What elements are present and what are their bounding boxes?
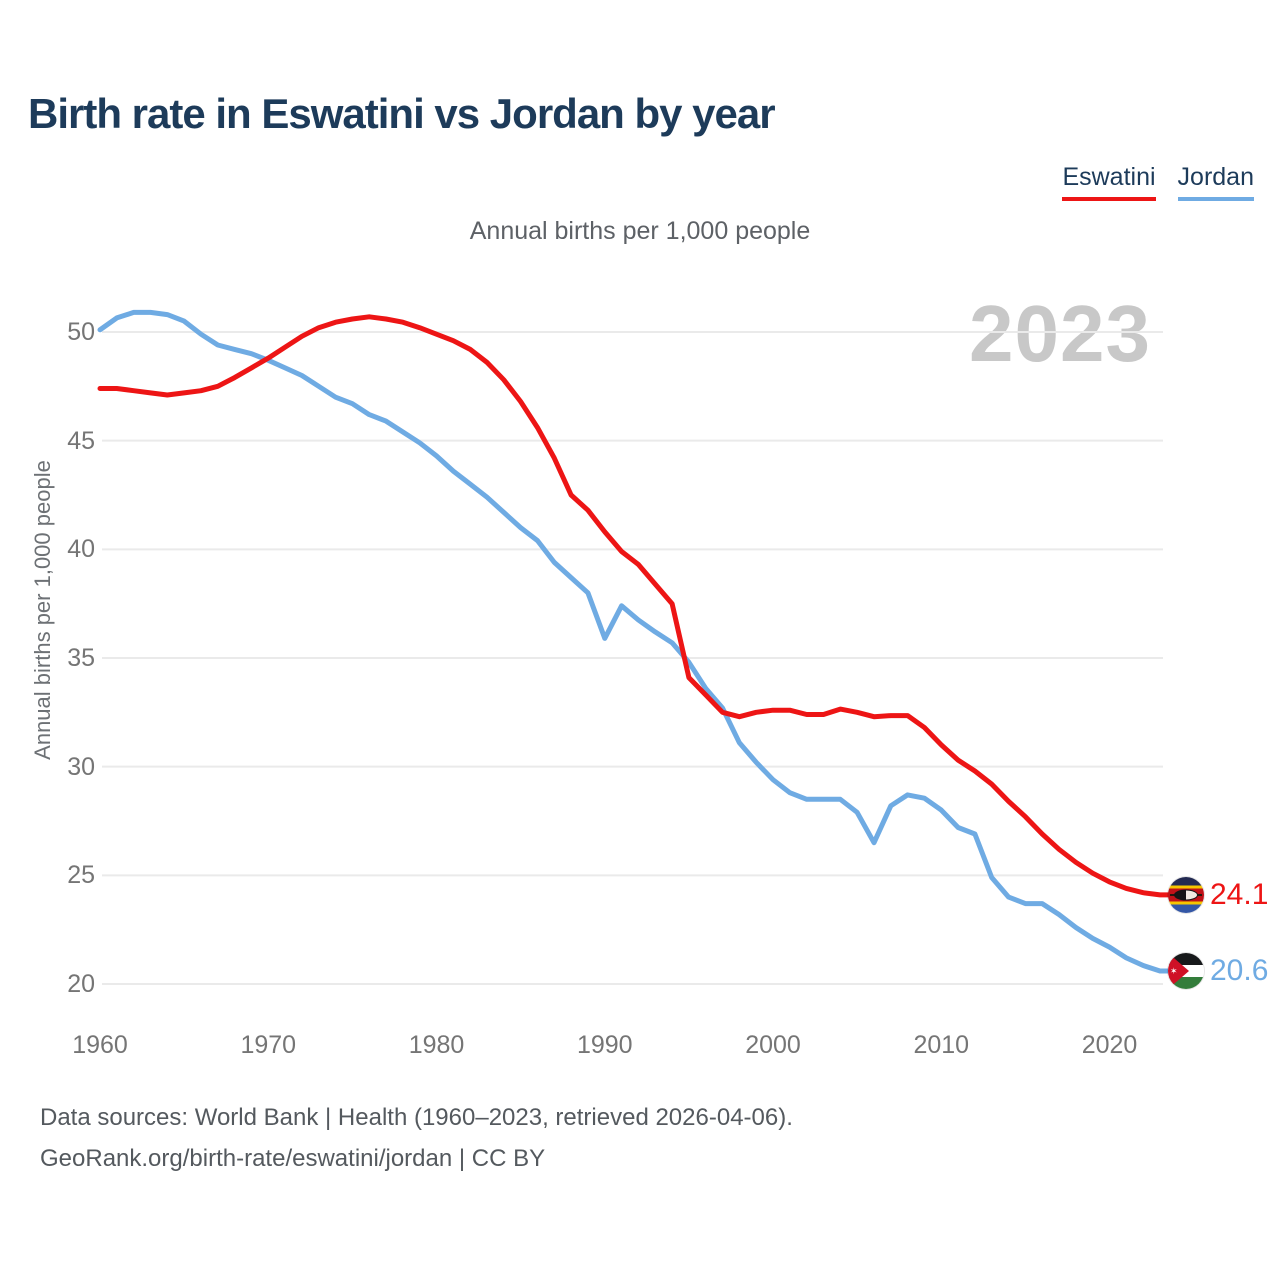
legend-item-eswatini[interactable]: Eswatini <box>1062 163 1156 201</box>
chart-subtitle: Annual births per 1,000 people <box>469 217 811 245</box>
jordan-flag-chevron-star-icon <box>1168 952 1189 989</box>
legend-item-jordan[interactable]: Jordan <box>1177 163 1254 201</box>
jordan-flag-icon <box>1168 952 1204 989</box>
eswatini-flag-shield <box>1174 889 1198 901</box>
footer: Data sources: World Bank | Health (1960–… <box>40 1097 793 1179</box>
jordan-line <box>97 309 1171 974</box>
legend: Eswatini Jordan <box>1062 163 1254 201</box>
eswatini-flag-icon <box>1168 876 1204 913</box>
watermark-year: 2023 <box>969 289 1151 378</box>
eswatini-line <box>97 314 1171 898</box>
y-axis-title: Annual births per 1,000 people <box>30 460 55 760</box>
eswatini-end-value: 24.1 <box>1210 877 1269 911</box>
footer-source-line: Data sources: World Bank | Health (1960–… <box>40 1104 793 1131</box>
jordan-end-value: 20.6 <box>1210 953 1269 987</box>
page-title: Birth rate in Eswatini vs Jordan by year <box>28 90 776 137</box>
footer-attribution-line: GeoRank.org/birth-rate/eswatini/jordan |… <box>40 1145 546 1172</box>
